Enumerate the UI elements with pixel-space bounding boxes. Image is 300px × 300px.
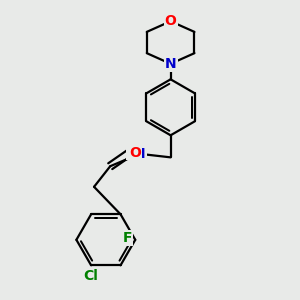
Text: O: O bbox=[165, 14, 176, 28]
Text: F: F bbox=[122, 231, 132, 245]
Text: H: H bbox=[127, 146, 136, 159]
Text: O: O bbox=[129, 146, 141, 160]
Text: N: N bbox=[165, 57, 176, 71]
Text: Cl: Cl bbox=[84, 269, 98, 284]
Text: N: N bbox=[134, 147, 146, 161]
